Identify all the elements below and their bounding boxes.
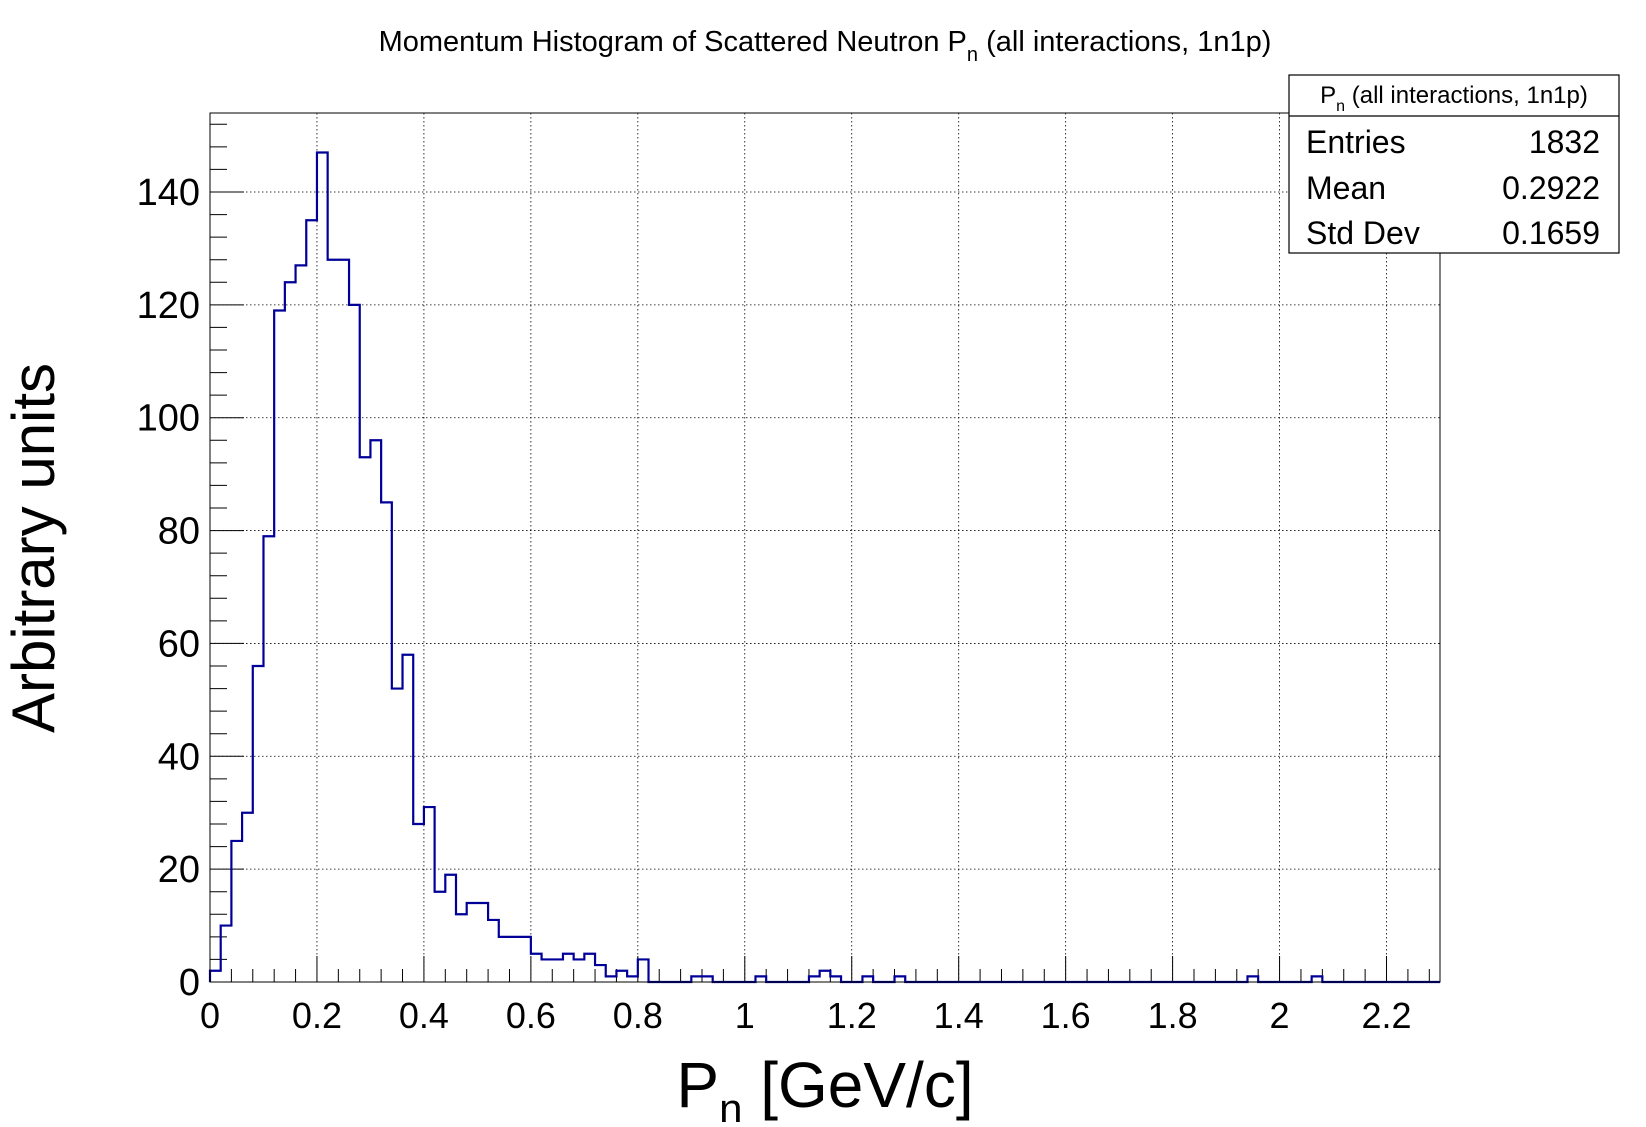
x-tick-label: 2: [1270, 995, 1290, 1036]
histogram-bin: [595, 965, 606, 982]
y-tick-label: 120: [137, 285, 200, 327]
stats-stddev-label: Std Dev: [1306, 215, 1420, 251]
histogram-bin: [862, 976, 873, 982]
histogram-bin: [531, 954, 542, 982]
x-tick-label: 1.8: [1148, 995, 1198, 1036]
histogram-bin: [306, 220, 317, 982]
histogram-bin: [691, 976, 702, 982]
histogram-bin: [820, 971, 831, 982]
stats-mean-label: Mean: [1306, 170, 1386, 206]
histogram-bin: [445, 875, 456, 982]
x-tick-label: 2.2: [1361, 995, 1411, 1036]
histogram-bin: [552, 959, 563, 982]
histogram-bin: [509, 937, 520, 982]
x-tick-label: 0.6: [506, 995, 556, 1036]
histogram-bin: [328, 260, 339, 982]
histogram-bin: [274, 311, 285, 983]
stats-box-title: Pn (all interactions, 1n1p): [1320, 82, 1588, 115]
chart-title-subscript: n: [967, 44, 978, 66]
stats-mean-value: 0.2922: [1502, 170, 1600, 206]
histogram-bin: [702, 976, 713, 982]
y-tick-label: 140: [137, 172, 200, 214]
histogram-bin: [477, 903, 488, 982]
x-tick-label: 1: [735, 995, 755, 1036]
x-axis-label-subscript: n: [719, 1085, 742, 1122]
histogram-bin: [253, 666, 264, 982]
histogram-bin: [413, 824, 424, 982]
x-tick-label: 0.4: [399, 995, 449, 1036]
histogram-series: [208, 151, 1440, 984]
histogram-bin: [403, 655, 414, 982]
y-tick-label: 100: [137, 398, 200, 440]
histogram-bin: [360, 457, 371, 982]
y-tick-label: 40: [158, 736, 200, 778]
histogram-bin: [285, 282, 296, 982]
x-tick-label: 0: [200, 995, 220, 1036]
histogram-bin: [520, 937, 531, 982]
chart-title: Momentum Histogram of Scattered Neutron …: [379, 26, 1272, 66]
x-tick-label: 0.2: [292, 995, 342, 1036]
axis-tick-labels: 0 0.2 0.4 0.6 0.8 1 1.2 1.4 1.6 1.8 2 2.2 0 20 40 60 80 1…: [137, 172, 1412, 1036]
histogram-bin: [616, 971, 627, 982]
histogram-bin: [381, 502, 392, 982]
histogram-bin: [242, 813, 253, 982]
y-tick-label: 0: [179, 962, 200, 1004]
histogram-bin: [210, 971, 221, 982]
histogram-bin: [231, 841, 242, 982]
x-tick-label: 1.6: [1041, 995, 1091, 1036]
histogram-bin: [349, 305, 360, 982]
stats-entries-label: Entries: [1306, 124, 1406, 160]
x-axis-label: Pn [GeV/c]: [676, 1049, 973, 1122]
x-tick-label: 0.8: [613, 995, 663, 1036]
histogram-bin: [755, 976, 766, 982]
histogram-bin: [574, 959, 585, 982]
histogram-bin: [1312, 976, 1323, 982]
histogram-bin: [221, 926, 232, 982]
y-axis-label: Arbitrary units: [0, 363, 67, 733]
y-tick-label: 20: [158, 849, 200, 891]
histogram-bin: [563, 954, 574, 982]
histogram-bin: [456, 914, 467, 982]
plot-frame: [209, 112, 1441, 983]
histogram-bin: [296, 265, 307, 982]
histogram-bin: [370, 440, 381, 982]
histogram-bin: [606, 976, 617, 982]
histogram-bin: [1247, 976, 1258, 982]
histogram-bin: [317, 153, 328, 983]
histogram-bin: [895, 976, 906, 982]
histogram-bin: [424, 807, 435, 982]
x-tick-label: 1.2: [827, 995, 877, 1036]
histogram-bin: [584, 954, 595, 982]
stats-stddev-value: 0.1659: [1502, 215, 1600, 251]
grid-lines: [210, 113, 1440, 982]
histogram-bin: [263, 536, 274, 982]
histogram-bin: [392, 689, 403, 982]
histogram-bin: [830, 976, 841, 982]
histogram-bin: [338, 260, 349, 982]
histogram-bin: [499, 937, 510, 982]
x-tick-label: 1.4: [934, 995, 984, 1036]
histogram-bin: [542, 959, 553, 982]
histogram-bin: [467, 903, 478, 982]
histogram-bin: [627, 976, 638, 982]
histogram-bin: [435, 892, 446, 982]
histogram-bin: [488, 920, 499, 982]
histogram-bin: [638, 959, 649, 982]
stats-box: Pn (all interactions, 1n1p) Entries 1832…: [1288, 74, 1620, 254]
y-tick-label: 60: [158, 623, 200, 665]
stats-entries-value: 1832: [1529, 124, 1600, 160]
y-tick-label: 80: [158, 511, 200, 553]
histogram-bin: [809, 976, 820, 982]
stats-box-title-subscript: n: [1336, 98, 1345, 115]
